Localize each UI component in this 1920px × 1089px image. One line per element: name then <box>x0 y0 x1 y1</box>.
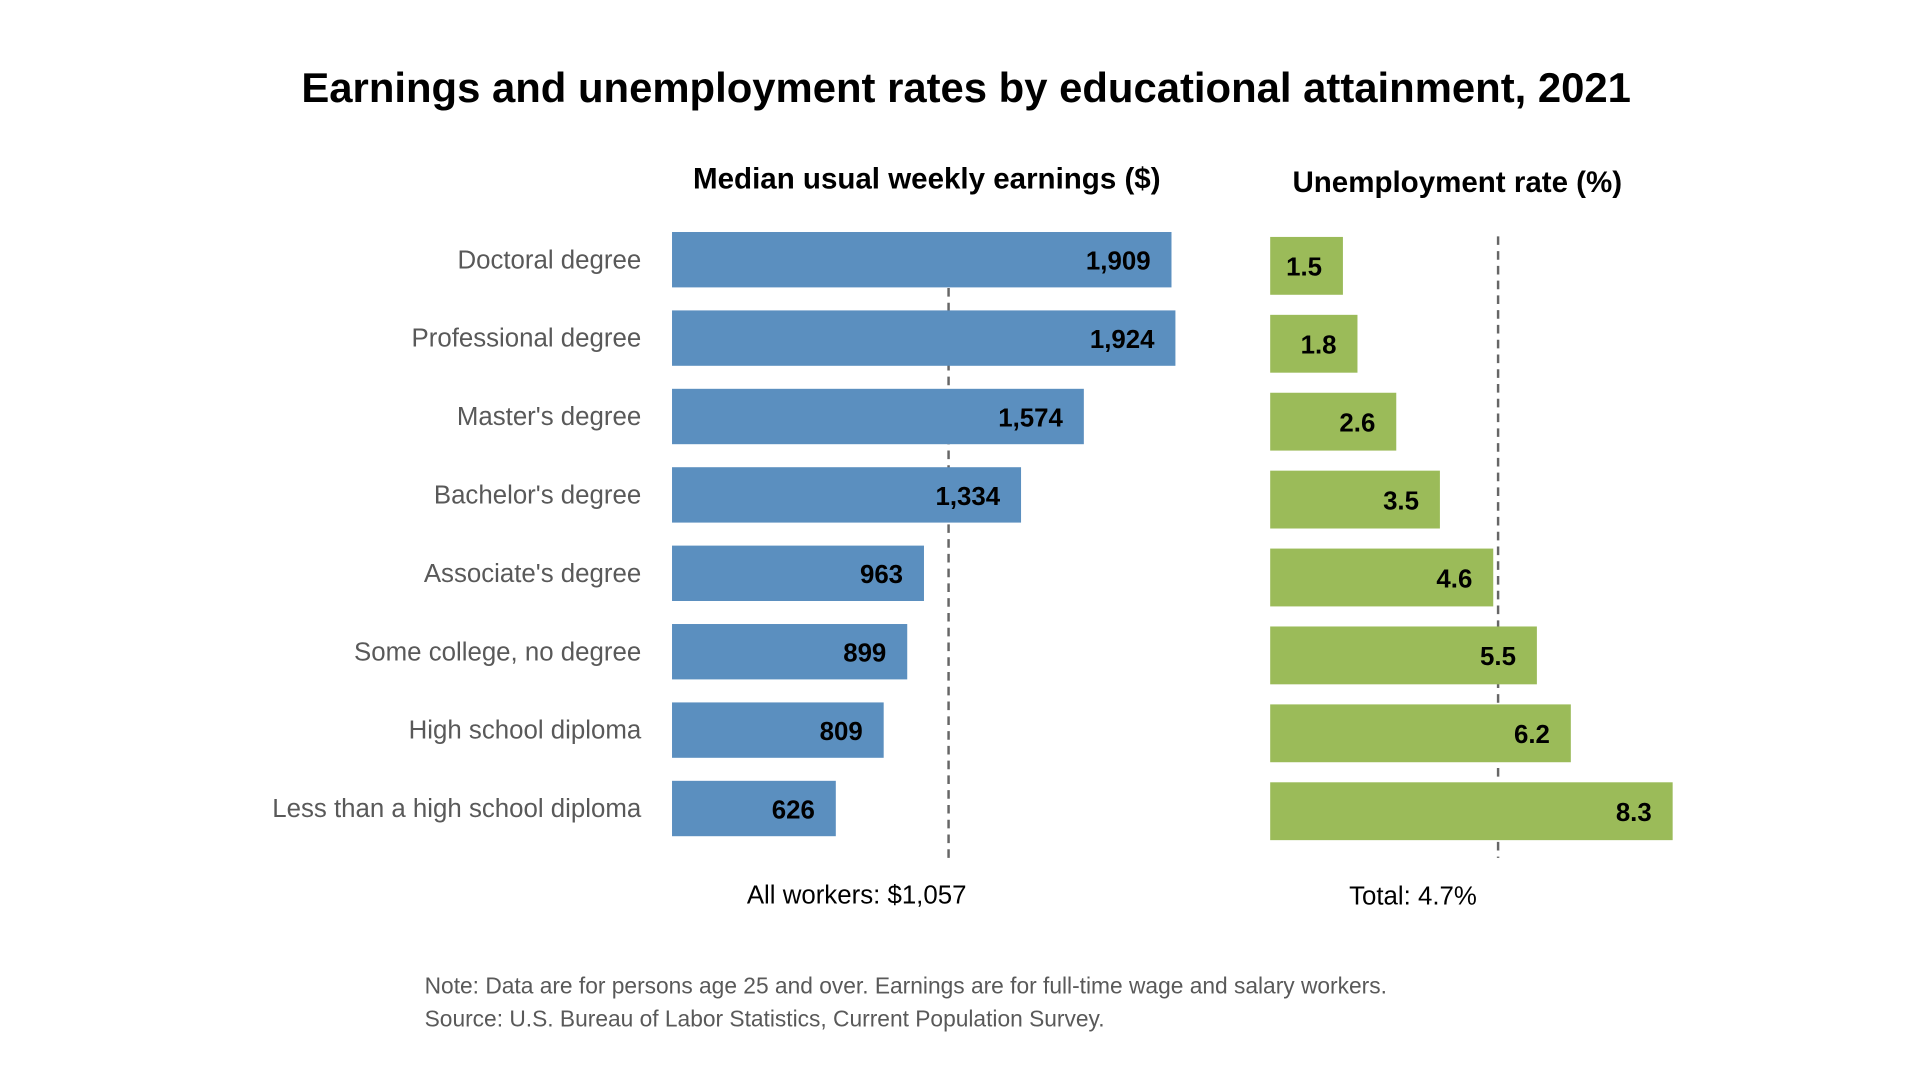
unemployment-bar <box>1270 782 1673 841</box>
category-label: Doctoral degree <box>457 246 641 274</box>
category-label: Master's degree <box>457 403 641 431</box>
earnings-value-label: 1,909 <box>1086 248 1151 276</box>
category-label: Some college, no degree <box>354 638 641 666</box>
unemployment-bar <box>1270 626 1537 685</box>
earnings-value-label: 963 <box>860 561 903 589</box>
unemployment-bar <box>1270 392 1397 451</box>
category-label: Associate's degree <box>424 560 641 588</box>
unemployment-bar <box>1270 548 1494 607</box>
earnings-value-label: 626 <box>772 796 815 824</box>
earnings-reference-label: All workers: $1,057 <box>747 881 967 909</box>
category-label: High school diploma <box>409 717 642 745</box>
earnings-bar <box>672 545 924 601</box>
earnings-value-label: 1,334 <box>935 483 1000 511</box>
source-text: Source: U.S. Bureau of Labor Statistics,… <box>425 1005 1105 1031</box>
unemployment-value-label: 2.6 <box>1339 410 1375 438</box>
earnings-bar <box>672 780 836 837</box>
earnings-subtitle: Median usual weekly earnings ($) <box>693 162 1160 195</box>
unemployment-bar <box>1270 236 1343 295</box>
unemployment-value-label: 1.8 <box>1301 332 1337 360</box>
earnings-value-label: 1,574 <box>998 404 1063 432</box>
earnings-bar <box>672 624 908 680</box>
unemployment-value-label: 4.6 <box>1436 565 1472 593</box>
unemployment-value-label: 5.5 <box>1480 643 1516 671</box>
unemployment-value-label: 8.3 <box>1616 799 1652 827</box>
unemployment-bar <box>1270 704 1571 763</box>
unemployment-subtitle: Unemployment rate (%) <box>1292 166 1622 199</box>
unemployment-reference-label: Total: 4.7% <box>1349 883 1477 911</box>
earnings-bar <box>672 310 1176 366</box>
earnings-value-label: 1,924 <box>1090 326 1155 354</box>
category-label: Bachelor's degree <box>434 482 641 510</box>
chart-title: Earnings and unemployment rates by educa… <box>301 64 1631 111</box>
category-label: Less than a high school diploma <box>272 795 642 823</box>
earnings-value-label: 899 <box>843 640 886 668</box>
unemployment-value-label: 1.5 <box>1286 254 1322 282</box>
unemployment-bar <box>1270 314 1358 373</box>
unemployment-bar <box>1270 470 1440 529</box>
earnings-bar <box>672 388 1084 445</box>
category-label: Professional degree <box>412 325 642 353</box>
earnings-bar <box>672 232 1172 288</box>
note-text: Note: Data are for persons age 25 and ov… <box>425 972 1387 998</box>
earnings-value-label: 809 <box>820 718 863 746</box>
unemployment-value-label: 6.2 <box>1514 721 1550 749</box>
unemployment-value-label: 3.5 <box>1383 487 1419 515</box>
earnings-bar <box>672 702 884 758</box>
earnings-bar <box>672 467 1022 523</box>
